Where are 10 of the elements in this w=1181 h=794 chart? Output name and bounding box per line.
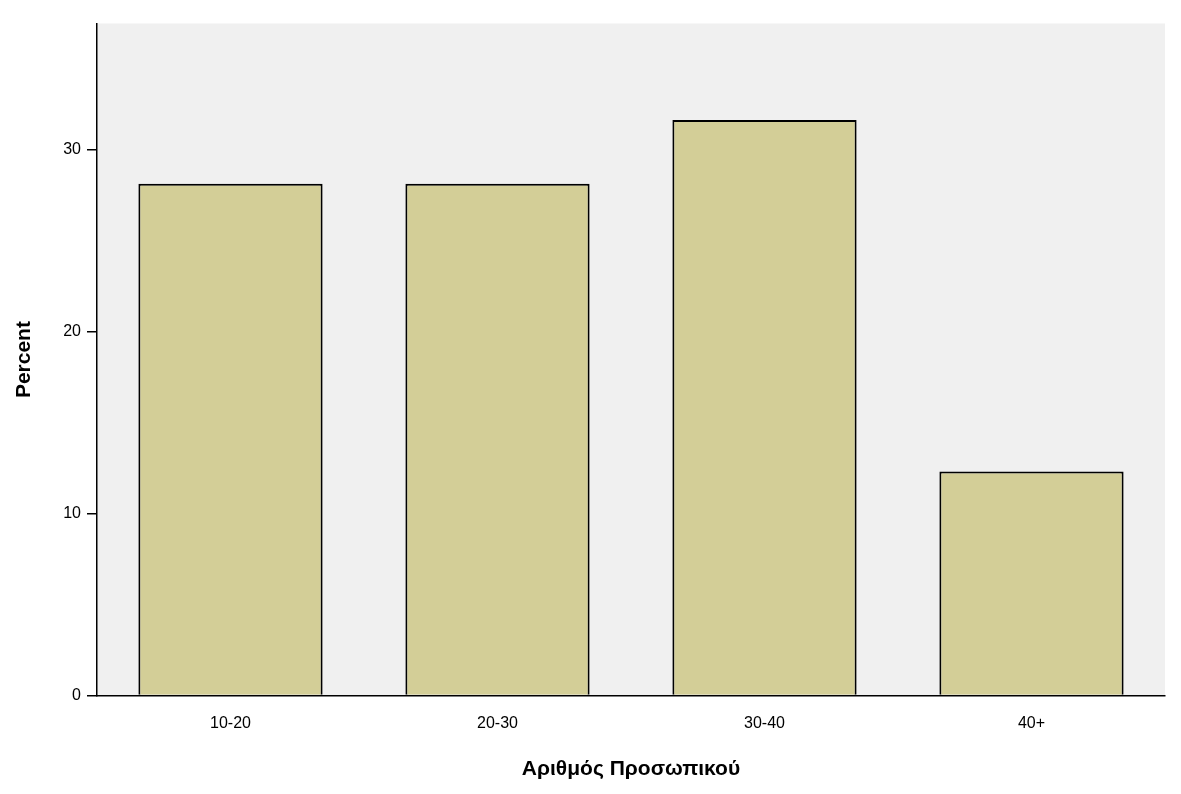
x-tick-label: 10-20: [210, 713, 252, 731]
y-tick-label: 10: [63, 503, 82, 521]
x-tick-label: 40+: [1017, 713, 1046, 731]
y-tick-label: 0: [72, 686, 82, 704]
y-axis-title: Percent: [11, 321, 35, 399]
y-tick-label: 30: [63, 139, 82, 157]
x-tick-label: 20-30: [477, 713, 519, 731]
y-tick-label: 20: [63, 321, 82, 339]
x-tick-label: 30-40: [744, 713, 786, 731]
x-axis-title: Αριθμός Προσωπικού: [521, 756, 741, 781]
